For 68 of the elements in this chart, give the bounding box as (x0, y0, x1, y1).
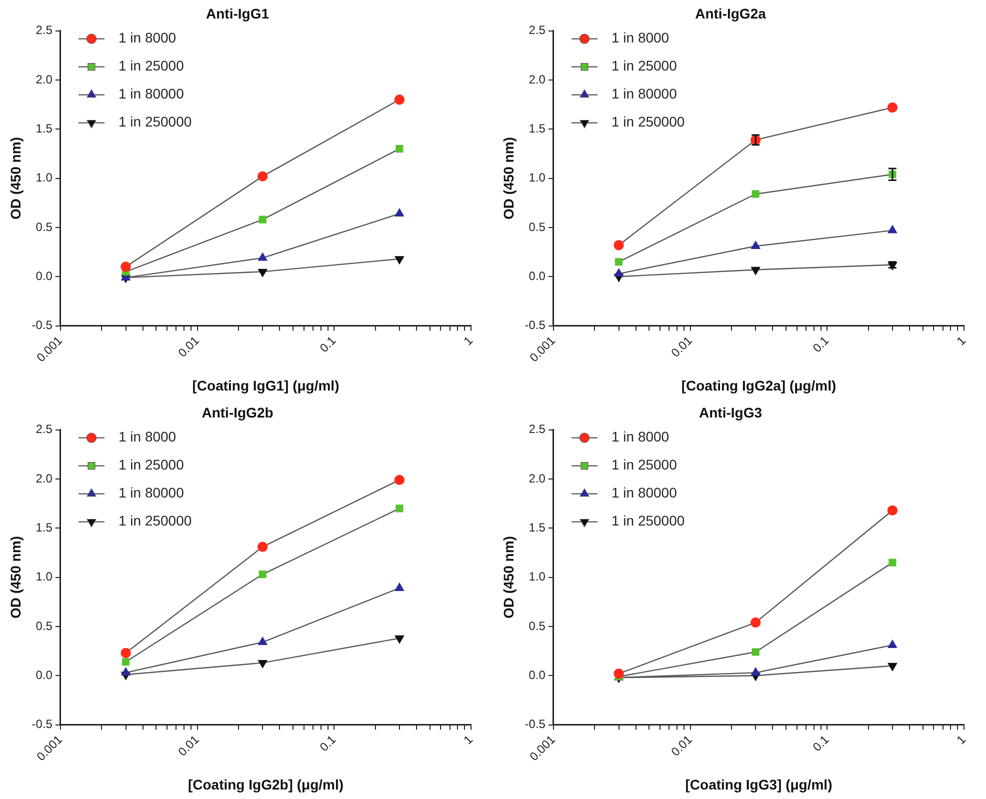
y-tick-label: 1.0 (528, 170, 546, 185)
y-tick-label: 0.0 (36, 268, 53, 283)
y-tick-label: 0.5 (36, 220, 53, 234)
y-tick-label: -0.5 (524, 318, 546, 332)
y-tick-label: 0.0 (528, 668, 546, 682)
y-tick-label: -0.5 (524, 717, 546, 732)
legend-label: 1 in 25000 (118, 456, 184, 473)
legend-label: 1 in 80000 (118, 86, 184, 102)
x-tick-label: 1 (954, 333, 969, 348)
x-axis-title: [Coating IgG2a] (μg/ml) (681, 377, 836, 394)
y-tick-label: -0.5 (32, 318, 53, 332)
chart-title: Anti-IgG3 (699, 404, 762, 420)
y-tick-label: 1.5 (528, 121, 546, 136)
y-tick-label: 2.5 (528, 422, 546, 436)
y-tick-label: 2.5 (528, 23, 546, 38)
x-axis-title: [Coating IgG1] (μg/ml) (192, 377, 340, 394)
y-tick-label: 0.5 (528, 220, 546, 234)
legend-label: 1 in 80000 (118, 484, 184, 501)
x-axis-title: [Coating IgG3] (μg/ml) (685, 776, 832, 792)
y-tick-label: 1.0 (36, 570, 53, 584)
y-tick-label: 2.0 (36, 471, 53, 486)
y-tick-label: 2.0 (528, 471, 546, 486)
chart-title: Anti-IgG1 (206, 5, 270, 22)
chart-title: Anti-IgG2b (202, 404, 274, 420)
y-tick-label: 2.0 (36, 72, 53, 86)
x-tick-label: 1 (460, 732, 476, 748)
y-axis-title: OD (450 nm) (7, 536, 24, 619)
y-axis-title: OD (450 nm) (500, 536, 516, 619)
legend-label: 1 in 250000 (118, 512, 192, 529)
legend-label: 1 in 25000 (611, 456, 678, 473)
x-tick-label: 1 (460, 333, 476, 348)
legend-label: 1 in 8000 (118, 428, 176, 445)
x-tick-label: 0.01 (175, 732, 202, 759)
y-tick-label: 0.0 (528, 268, 546, 283)
legend-label: 1 in 80000 (611, 484, 678, 501)
x-tick-label: 0.01 (668, 333, 696, 360)
y-tick-label: 0.5 (528, 618, 546, 633)
x-tick-label: 1 (954, 732, 969, 748)
y-tick-label: 1.5 (36, 121, 53, 136)
legend-label: 1 in 250000 (118, 114, 192, 130)
x-axis-title: [Coating IgG2b] (μg/ml) (188, 776, 344, 792)
legend-label: 1 in 8000 (118, 30, 176, 46)
legend-label: 1 in 25000 (611, 58, 678, 74)
y-tick-label: 1.5 (36, 520, 53, 534)
y-axis-title: OD (450 nm) (7, 137, 24, 220)
y-tick-label: 1.0 (36, 170, 53, 185)
y-tick-label: 2.5 (36, 23, 53, 38)
legend-label: 1 in 250000 (611, 114, 685, 130)
y-tick-label: -0.5 (32, 717, 53, 732)
x-tick-label: 0.1 (810, 732, 832, 754)
legend-label: 1 in 8000 (611, 30, 670, 46)
y-axis-title: OD (450 nm) (500, 137, 516, 220)
y-tick-label: 0.5 (36, 618, 53, 633)
y-tick-label: 1.5 (528, 520, 546, 534)
y-tick-label: 2.0 (528, 72, 546, 86)
x-tick-label: 0.1 (810, 333, 832, 356)
x-tick-label: 0.01 (175, 333, 202, 360)
x-tick-label: 0.01 (668, 732, 696, 759)
legend-label: 1 in 25000 (118, 58, 184, 74)
x-tick-label: 0.1 (316, 333, 339, 356)
chart-title: Anti-IgG2a (695, 5, 766, 22)
y-tick-label: 1.0 (528, 570, 546, 584)
x-tick-label: 0.1 (316, 732, 339, 754)
y-tick-label: 2.5 (36, 422, 53, 436)
y-tick-label: 0.0 (36, 668, 53, 682)
legend-label: 1 in 8000 (611, 428, 670, 445)
legend-label: 1 in 250000 (611, 512, 685, 529)
legend-label: 1 in 80000 (611, 86, 678, 102)
